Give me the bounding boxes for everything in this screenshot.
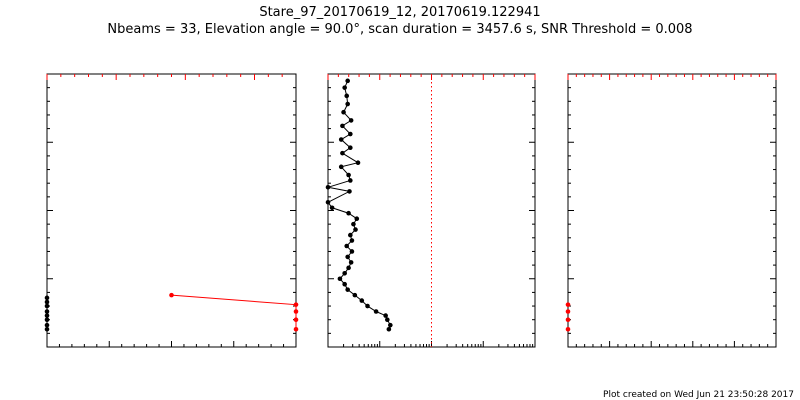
data-point <box>342 270 347 276</box>
data-point <box>342 281 347 287</box>
plot-title: Stare_97_20170619_12, 20170619.122941 <box>259 5 540 20</box>
data-point <box>342 85 347 90</box>
data-point <box>348 232 353 238</box>
data-point <box>340 150 345 156</box>
data-point <box>345 101 350 107</box>
data-point <box>293 309 299 314</box>
data-point <box>293 326 299 332</box>
data-point <box>345 254 350 260</box>
data-point <box>353 227 358 232</box>
data-point <box>347 189 352 194</box>
data-point <box>385 317 390 323</box>
data-point <box>354 216 360 221</box>
data-point <box>344 93 350 99</box>
data-point <box>348 178 353 183</box>
data-point <box>341 109 346 115</box>
data-point <box>346 172 351 178</box>
data-point <box>325 184 331 190</box>
data-point <box>349 249 355 254</box>
data-point <box>325 200 331 205</box>
data-point <box>338 137 344 142</box>
data-point <box>44 317 50 323</box>
data-point <box>349 238 355 243</box>
data-point <box>44 313 50 318</box>
data-point <box>329 205 335 211</box>
data-point <box>293 317 299 323</box>
plot-footer: Plot created on Wed Jun 21 23:50:28 2017 <box>603 390 794 400</box>
data-point <box>348 145 353 151</box>
data-point <box>565 317 571 323</box>
residual-panel <box>565 73 777 348</box>
vertical-velocity-panel <box>325 73 536 348</box>
data-point <box>346 265 351 271</box>
data-point <box>348 260 354 265</box>
data-point <box>338 164 344 170</box>
plot-subtitle: Nbeams = 33, Elevation angle = 90.0°, sc… <box>107 22 692 37</box>
data-point <box>345 78 350 84</box>
data-point <box>352 292 358 298</box>
data-point <box>169 292 174 298</box>
data-point <box>383 313 388 318</box>
data-point <box>373 309 379 314</box>
data-point <box>365 303 370 309</box>
data-point <box>44 295 50 301</box>
data-point <box>340 123 345 129</box>
data-point <box>355 160 361 166</box>
data-point <box>565 302 571 307</box>
data-point <box>565 309 571 314</box>
data-point <box>337 276 343 282</box>
data-point <box>565 326 571 332</box>
data-point <box>344 243 350 249</box>
data-point <box>351 221 356 227</box>
data-point <box>293 302 299 307</box>
data-point <box>348 118 354 123</box>
data-point <box>348 131 353 137</box>
wind-panel <box>44 73 299 348</box>
data-point <box>359 298 365 303</box>
data-point <box>345 287 350 292</box>
data-point <box>388 322 393 328</box>
data-point <box>386 326 392 332</box>
data-point <box>44 299 50 305</box>
data-point <box>44 326 50 332</box>
data-point <box>44 303 50 309</box>
data-point <box>44 322 50 328</box>
data-point <box>44 309 50 314</box>
data-point <box>346 210 351 216</box>
